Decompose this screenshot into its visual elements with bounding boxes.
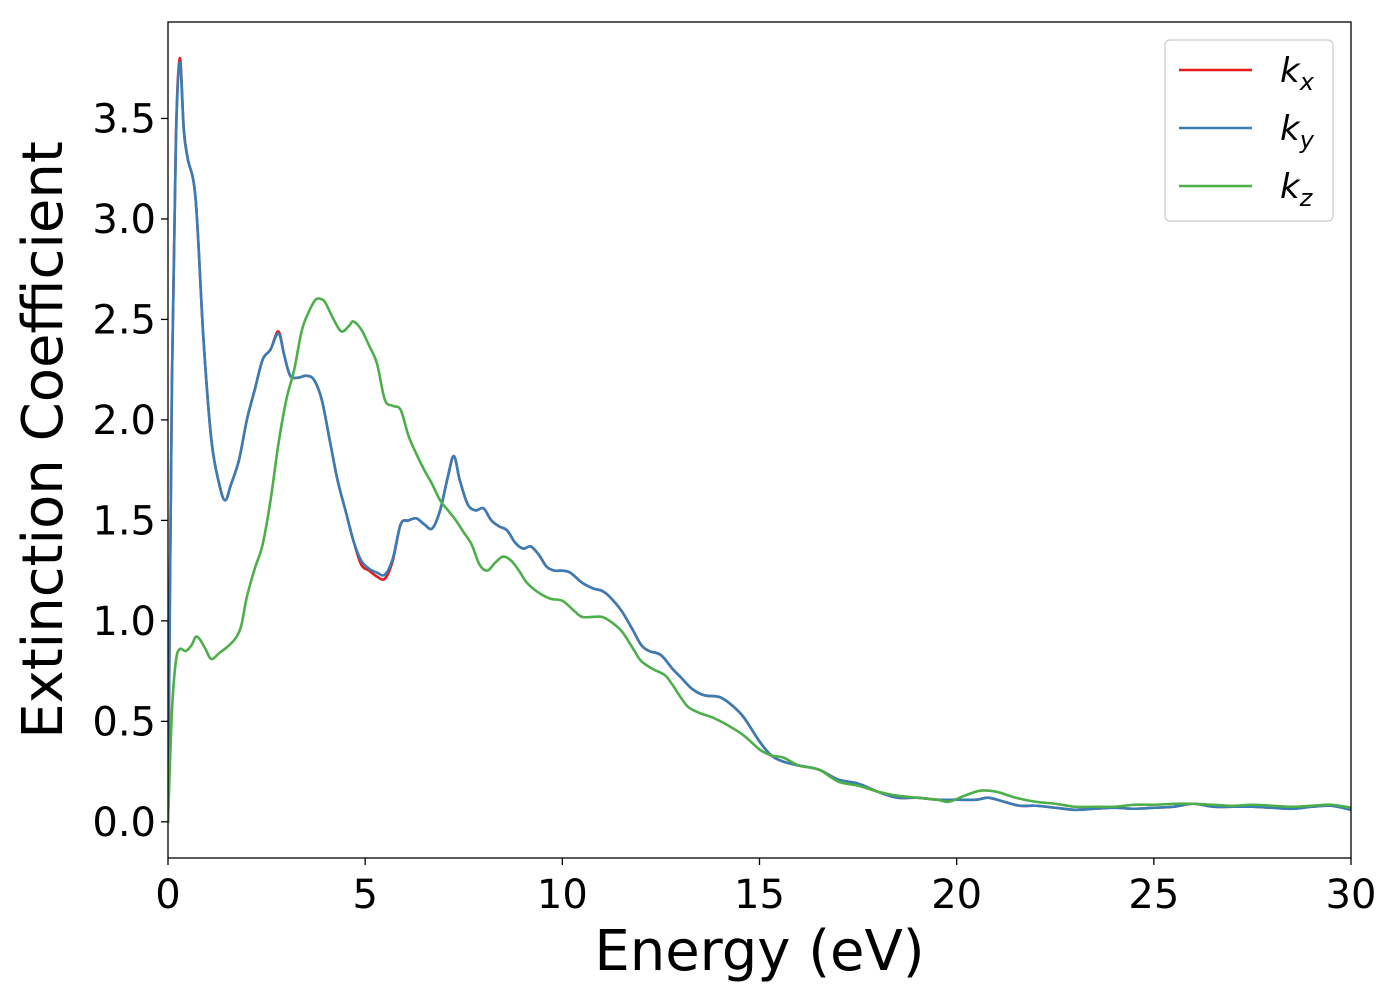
- y-tick-label: 0.0: [92, 800, 156, 846]
- y-tick-label: 0.5: [92, 699, 156, 745]
- legend-label-ky: ky: [1280, 109, 1315, 154]
- series-line-kz: [168, 297, 1351, 824]
- y-tick-label: 2.5: [92, 297, 156, 343]
- legend-label-kz: kz: [1280, 167, 1314, 212]
- x-tick-label: 25: [1128, 872, 1179, 918]
- y-tick-label: 1.5: [92, 498, 156, 544]
- legend-label-kx: kx: [1280, 51, 1315, 96]
- y-tick-label: 3.5: [92, 96, 156, 142]
- legend: kx ky kz: [1164, 39, 1334, 222]
- series-layer: [168, 56, 1351, 824]
- x-tick-label: 5: [352, 872, 377, 918]
- x-axis-label: Energy (eV): [594, 919, 924, 984]
- y-axis-ticks: 0.0 0.5 1.0 1.5 2.0 2.5 3.0 3.5: [92, 96, 168, 846]
- x-tick-label: 10: [537, 872, 588, 918]
- series-line-ky: [168, 60, 1351, 824]
- x-tick-label: 20: [931, 872, 982, 918]
- x-axis-ticks: 0 5 10 15 20 25 30: [155, 858, 1376, 918]
- x-tick-label: 15: [734, 872, 785, 918]
- x-tick-label: 30: [1326, 872, 1377, 918]
- y-tick-label: 3.0: [92, 197, 156, 243]
- y-axis-label: Extinction Coefficient: [11, 141, 76, 739]
- x-tick-label: 0: [155, 872, 180, 918]
- legend-box: [1164, 39, 1334, 222]
- y-tick-label: 2.0: [92, 398, 156, 444]
- y-tick-label: 1.0: [92, 599, 156, 645]
